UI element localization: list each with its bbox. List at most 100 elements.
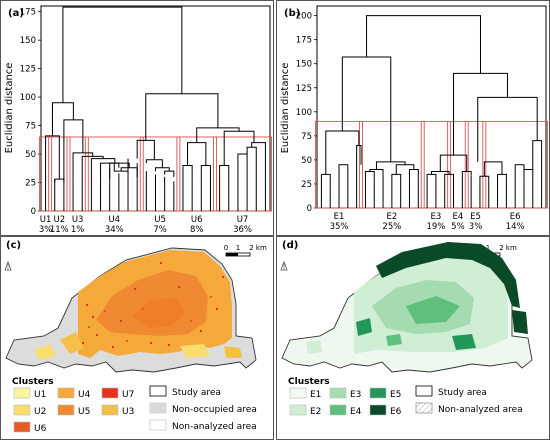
dendrogram-link [341,56,392,162]
cluster-share: 3% [39,225,53,235]
dendrogram-link [479,175,490,182]
scale-tick-2: 2 km [499,244,517,252]
y-tick-label: 200 [296,12,312,22]
legend-label-e4: E4 [350,407,362,417]
cluster-box [447,120,469,209]
map-d-legend-title: Clusters [288,377,330,387]
dendrogram-link [120,167,138,177]
dendrogram-link [62,6,183,103]
legend-study-area-swatch [415,385,433,397]
dendrogram-link [408,169,419,180]
legend-label-u2: U2 [34,407,46,417]
dendrogram-link [45,135,60,180]
legend-label-u1: U1 [34,390,46,400]
cluster-name: E4 [453,212,464,222]
legend-label-e2: E2 [310,407,321,417]
legend-non-analyzed-label: Non-analyzed area [438,405,523,415]
cluster-share: 11% [50,225,69,235]
dendrogram-link [187,142,207,166]
dendrogram-link [364,170,375,178]
legend-swatch-u7 [101,387,119,399]
cluster-share: 7% [153,225,167,235]
legend-swatch-e1 [289,387,307,399]
legend-label-u5: U5 [78,407,90,417]
y-tick-label: 25 [301,180,312,190]
cluster-box [84,136,144,212]
dendrogram-link [375,161,406,170]
dendrogram-link [444,173,455,180]
y-tick-label: 25 [25,179,36,189]
legend-swatch-u2 [13,404,31,416]
cluster-name: U7 [237,215,249,225]
cluster-name: E5 [470,212,481,222]
scale-tick-2: 2 km [249,244,267,252]
cluster-name: U5 [154,215,166,225]
cluster-box [213,136,272,212]
dendrogram-link [514,164,525,178]
cluster-name: U1 [40,215,52,225]
legend-label-e3: E3 [350,390,361,400]
cluster-name: U3 [72,215,84,225]
legend-label-u4: U4 [78,390,91,400]
legend-non-analyzed-swatch [149,419,167,431]
dendrogram-link [196,127,240,143]
cluster-share: 35% [330,222,349,232]
y-tick-label: 75 [25,122,36,132]
y-tick-label: 125 [296,84,312,94]
cluster-name: E3 [431,212,442,222]
dendrogram-link [477,96,538,162]
cluster-share: 1% [71,225,85,235]
north-arrow-icon [4,260,12,271]
legend-label-e1: E1 [310,390,321,400]
dendrogram-link [136,139,155,160]
legend-swatch-e4 [329,404,347,416]
dendrogram-panel-a: (a) Euclidian distance 0 25 50 75 100 125 150 1… [0,0,274,236]
legend-non-analyzed-label: Non-analyzed area [172,422,257,432]
dendrogram-link [54,178,65,183]
panel-b-plot-frame [316,5,547,209]
dendrogram-link [426,173,437,178]
legend-label-e6: E6 [390,407,402,417]
legend-study-area-label: Study area [172,388,221,398]
cluster-name: E1 [334,212,345,222]
legend-study-area-label: Study area [438,388,487,398]
dendrogram-link [51,102,74,136]
cluster-box [139,136,181,212]
legend-label-e5: E5 [390,390,401,400]
north-arrow-icon [280,260,288,271]
dendrogram-link [391,173,402,183]
y-tick-label: 75 [301,132,312,142]
map-c-legend-title: Clusters [12,377,54,387]
legend-non-analyzed-swatch [415,402,433,414]
panel-a-label: (a) [8,8,24,19]
y-tick-label: 0 [31,207,36,217]
scale-tick-1: 1 [486,244,490,252]
dendrogram-link [321,173,331,187]
legend-swatch-u6 [13,421,31,433]
dendrogram-link [237,153,248,168]
legend-swatch-u3 [101,404,119,416]
dendrogram-link [145,93,219,141]
legend-swatch-e3 [329,387,347,399]
y-tick-label: 175 [296,36,312,46]
dendrogram-link [453,72,508,156]
legend-swatch-e6 [369,404,387,416]
dendrogram-link [356,144,362,168]
y-tick-label: 150 [296,60,312,70]
dendrogram-panel-b: (b) Euclidian distance 0 25 50 75 100 125 150 1… [276,0,550,236]
map-panel-c: (c) 0 1 2 km [0,236,274,440]
legend-swatch-e5 [369,387,387,399]
legend-non-occupied-label: Non-occupied area [172,405,257,415]
cluster-share: 19% [426,222,445,232]
cluster-share: 5% [451,222,465,232]
dendrogram-link [439,154,468,172]
panel-b-label: (b) [284,8,300,19]
cluster-share: 34% [105,225,124,235]
map-d-study-area [281,242,533,373]
dendrogram-link [497,173,507,180]
dendrogram-link [462,170,472,176]
scale-bar: 0 1 2 km [224,244,267,257]
cluster-name: U2 [53,215,65,225]
